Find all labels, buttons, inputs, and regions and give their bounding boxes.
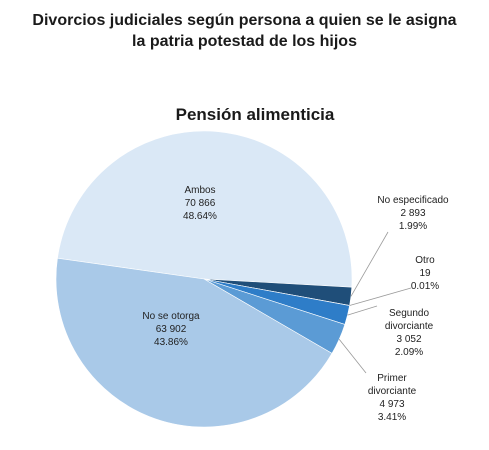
- pie-slice-no-se-otorga: [55, 257, 333, 428]
- page-title: Divorcios judiciales según persona a qui…: [0, 10, 489, 52]
- leader-line: [350, 231, 389, 297]
- leader-line: [338, 339, 367, 374]
- label-segundo-divorciante-line-4: 2.09%: [395, 347, 423, 358]
- label-segundo-divorciante-line-1: Segundo: [389, 308, 429, 319]
- page-title-line-2: la patria potestad de los hijos: [132, 33, 357, 50]
- label-no-se-otorga-line-1: No se otorga: [142, 311, 200, 322]
- slice-labels: Ambos 70 866 48.64% No se otorga 63 902 43.86…: [142, 185, 449, 423]
- label-primer-divorciante-line-3: 4 973: [379, 399, 404, 410]
- leader-line: [349, 287, 412, 306]
- label-otro-line-1: Otro: [415, 255, 435, 266]
- label-primer-divorciante-line-4: 3.41%: [378, 412, 406, 423]
- label-no-especificado-line-1: No especificado: [377, 195, 449, 206]
- label-ambos-line-1: Ambos: [184, 185, 215, 196]
- leader-line: [347, 305, 378, 316]
- label-primer-divorciante-line-2: divorciante: [368, 386, 417, 397]
- label-no-se-otorga-line-3: 43.86%: [154, 337, 188, 348]
- page-title-line-1: Divorcios judiciales según persona a qui…: [32, 12, 457, 29]
- label-otro-line-3: 0.01%: [411, 281, 439, 292]
- chart-title: Pensión alimenticia: [176, 105, 335, 124]
- pie-slices: [55, 130, 353, 428]
- label-no-se-otorga-line-2: 63 902: [156, 324, 187, 335]
- pie-slice-ambos: [57, 130, 353, 288]
- label-no-especificado-line-3: 1.99%: [399, 221, 427, 232]
- label-segundo-divorciante-line-3: 3 052: [396, 334, 421, 345]
- label-ambos-line-3: 48.64%: [183, 211, 217, 222]
- label-primer-divorciante-line-1: Primer: [377, 373, 407, 384]
- leader-lines: [338, 231, 412, 374]
- label-segundo-divorciante-line-2: divorciante: [385, 321, 434, 332]
- label-no-especificado-line-2: 2 893: [400, 208, 425, 219]
- label-otro-line-2: 19: [419, 268, 431, 279]
- label-ambos-line-2: 70 866: [185, 198, 216, 209]
